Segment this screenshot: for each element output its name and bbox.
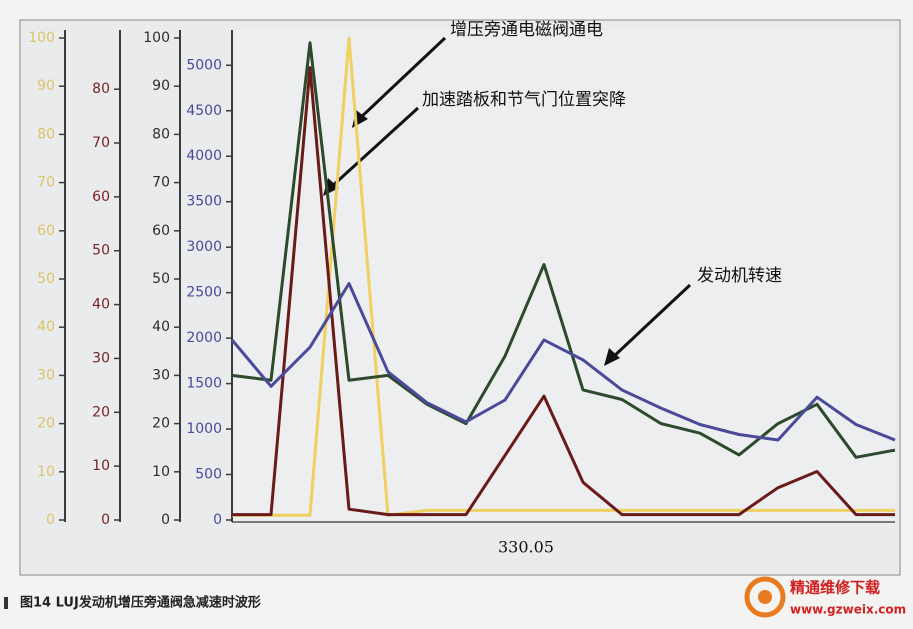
y-tick-label: 0 xyxy=(101,512,110,528)
y-tick-label: 70 xyxy=(37,175,55,191)
y-tick-label: 5000 xyxy=(186,57,222,73)
y-tick-label: 30 xyxy=(92,350,110,366)
y-tick-label: 4500 xyxy=(186,103,222,119)
y-tick-label: 60 xyxy=(152,223,170,239)
y-tick-label: 0 xyxy=(213,512,222,528)
logo xyxy=(744,576,786,618)
series-line xyxy=(232,36,895,517)
y-tick-label: 100 xyxy=(28,30,55,46)
y-tick-label: 60 xyxy=(92,189,110,205)
y-tick-label: 90 xyxy=(37,78,55,94)
y-tick-label: 40 xyxy=(92,297,110,313)
logo xyxy=(758,590,772,604)
caption-mark xyxy=(4,597,8,609)
y-tick-label: 10 xyxy=(92,458,110,474)
watermark-title: 精通维修下载 xyxy=(790,579,880,597)
x-tick-label: 330.05 xyxy=(498,538,554,557)
arrow xyxy=(328,106,420,190)
y-tick-label: 30 xyxy=(152,367,170,383)
annotation: 发动机转速 xyxy=(697,266,782,286)
y-tick-label: 60 xyxy=(37,223,55,239)
watermark-url: www.gzweix.com xyxy=(790,603,906,617)
y-tick-label: 1500 xyxy=(186,376,222,392)
arrow xyxy=(356,36,447,122)
y-tick-label: 80 xyxy=(152,126,170,142)
y-tick-label: 3500 xyxy=(186,194,222,210)
y-tick-label: 2500 xyxy=(186,285,222,301)
y-tick-label: 10 xyxy=(152,464,170,480)
arrow xyxy=(610,283,692,360)
y-tick-label: 70 xyxy=(92,135,110,151)
y-tick-label: 70 xyxy=(152,175,170,191)
y-tick-label: 1000 xyxy=(186,421,222,437)
y-tick-label: 3000 xyxy=(186,239,222,255)
y-tick-label: 0 xyxy=(161,512,170,528)
y-tick-label: 0 xyxy=(46,512,55,528)
y-tick-label: 80 xyxy=(37,126,55,142)
y-tick-label: 40 xyxy=(152,319,170,335)
series-line xyxy=(230,282,896,442)
y-tick-label: 20 xyxy=(92,404,110,420)
annotation: 增压旁通电磁阀通电 xyxy=(450,20,603,40)
y-tick-label: 80 xyxy=(92,81,110,97)
y-tick-label: 2000 xyxy=(186,330,222,346)
y-tick-label: 20 xyxy=(37,416,55,432)
series-line xyxy=(231,41,896,459)
y-tick-label: 90 xyxy=(152,78,170,94)
y-tick-label: 50 xyxy=(92,243,110,259)
series-line xyxy=(232,66,895,517)
y-tick-label: 100 xyxy=(143,30,170,46)
y-tick-label: 30 xyxy=(37,367,55,383)
arrow-head xyxy=(604,348,620,366)
y-tick-label: 500 xyxy=(195,467,222,483)
y-tick-label: 20 xyxy=(152,416,170,432)
y-tick-label: 10 xyxy=(37,464,55,480)
caption: 图14 LUJ发动机增压旁通阀急减速时波形 xyxy=(20,595,261,611)
y-tick-label: 40 xyxy=(37,319,55,335)
annotation: 加速踏板和节气门位置突降 xyxy=(422,90,626,110)
y-tick-label: 50 xyxy=(152,271,170,287)
y-tick-label: 50 xyxy=(37,271,55,287)
y-tick-label: 4000 xyxy=(186,148,222,164)
